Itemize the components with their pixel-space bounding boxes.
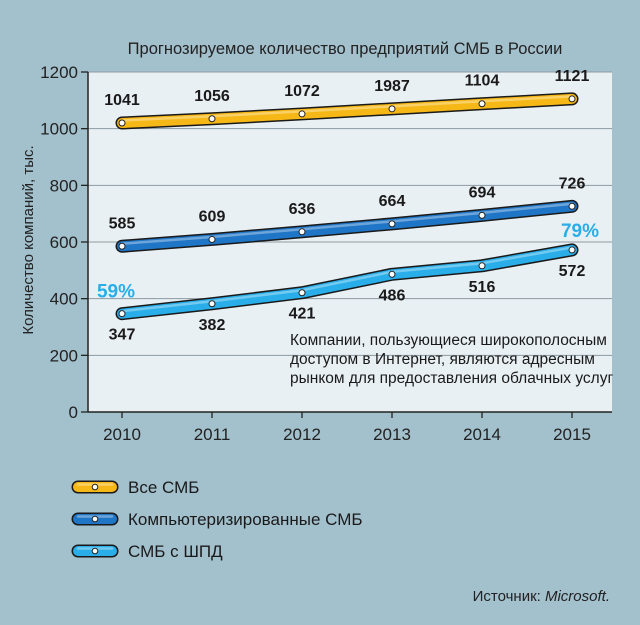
note-line: Компании, пользующиеся широкополосным bbox=[290, 332, 607, 349]
x-tick-label: 2011 bbox=[194, 425, 231, 444]
legend: Все СМБ Компьютеризированные СМБ СМБ с ШПД bbox=[71, 478, 363, 561]
x-tick-label: 2012 bbox=[283, 425, 321, 444]
legend-marker bbox=[91, 515, 99, 523]
plot-area: 0 200 400 600 800 1000 1200 2010 2011 2012 2013 201… bbox=[40, 63, 612, 444]
data-label: 486 bbox=[379, 287, 406, 304]
y-tick-label: 400 bbox=[50, 290, 78, 309]
legend-marker bbox=[91, 547, 99, 555]
chart-title: Прогнозируемое количество предприятий СМ… bbox=[128, 40, 563, 58]
legend-label: Компьютеризированные СМБ bbox=[128, 510, 363, 529]
data-label: 585 bbox=[109, 215, 136, 232]
series-line bbox=[117, 244, 577, 319]
note-line: рынком для предоставления облачных услуг bbox=[290, 370, 613, 387]
x-tick-label: 2015 bbox=[553, 425, 591, 444]
data-point bbox=[118, 242, 126, 250]
percent-annotation: 59% bbox=[97, 282, 135, 303]
data-point bbox=[568, 246, 576, 254]
x-tick-label: 2014 bbox=[463, 425, 501, 444]
data-point bbox=[568, 202, 576, 210]
series-line bbox=[117, 93, 577, 128]
legend-marker bbox=[91, 483, 99, 491]
data-label: 1121 bbox=[555, 68, 590, 85]
percent-annotation: 79% bbox=[561, 221, 599, 242]
y-axis-label: Количество компаний, тыс. bbox=[20, 145, 37, 334]
data-point bbox=[478, 100, 486, 108]
y-tick-label: 0 bbox=[69, 403, 78, 422]
x-tick-label: 2010 bbox=[103, 425, 141, 444]
data-point bbox=[298, 228, 306, 236]
y-tick-label: 600 bbox=[50, 233, 78, 252]
legend-label: СМБ с ШПД bbox=[128, 542, 223, 561]
data-label: 609 bbox=[199, 208, 226, 225]
data-point bbox=[388, 105, 396, 113]
data-point bbox=[478, 262, 486, 270]
data-label: 382 bbox=[199, 317, 226, 334]
series-line bbox=[117, 201, 577, 252]
data-point bbox=[478, 211, 486, 219]
data-point bbox=[388, 220, 396, 228]
data-label: 516 bbox=[469, 279, 496, 296]
data-label: 1072 bbox=[284, 83, 320, 100]
source-caption: Источник: Microsoft. bbox=[473, 588, 610, 605]
data-point bbox=[298, 289, 306, 297]
data-point bbox=[208, 235, 216, 243]
data-label: 694 bbox=[469, 184, 496, 201]
series-line-highlight bbox=[120, 246, 574, 313]
data-point bbox=[568, 95, 576, 103]
data-point bbox=[118, 310, 126, 318]
data-label: 664 bbox=[379, 193, 406, 210]
legend-label: Все СМБ bbox=[128, 478, 199, 497]
data-point bbox=[388, 270, 396, 278]
note-line: доступом в Интернет, являются адресным bbox=[290, 351, 595, 368]
data-point bbox=[208, 300, 216, 308]
x-tick-label: 2013 bbox=[373, 425, 411, 444]
data-point bbox=[208, 115, 216, 123]
source-prefix: Источник: bbox=[473, 588, 545, 605]
data-label: 1987 bbox=[374, 78, 410, 95]
data-label: 1041 bbox=[104, 92, 140, 109]
annotation-note: Компании, пользующиеся широкополосным дос… bbox=[290, 332, 613, 387]
data-point bbox=[118, 119, 126, 127]
y-tick-label: 800 bbox=[50, 176, 78, 195]
data-label: 1056 bbox=[194, 88, 230, 105]
source-name: Microsoft. bbox=[545, 588, 610, 605]
data-label: 421 bbox=[289, 306, 316, 323]
data-label: 726 bbox=[559, 175, 586, 192]
data-label: 572 bbox=[559, 263, 586, 280]
y-tick-label: 1200 bbox=[40, 63, 78, 82]
y-tick-label: 1000 bbox=[40, 120, 78, 139]
series-line-highlight bbox=[120, 95, 574, 122]
series-line-highlight bbox=[120, 202, 574, 245]
data-label: 636 bbox=[289, 201, 316, 218]
data-label: 347 bbox=[109, 327, 136, 344]
data-point bbox=[298, 110, 306, 118]
data-label: 1104 bbox=[465, 73, 500, 90]
y-tick-label: 200 bbox=[50, 346, 78, 365]
